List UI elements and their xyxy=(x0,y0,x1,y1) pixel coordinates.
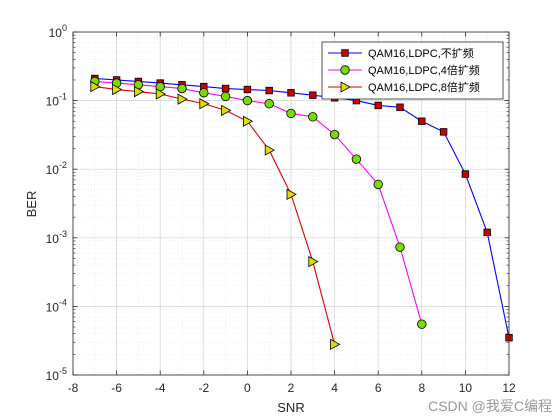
x-tick-label: -2 xyxy=(198,381,209,395)
series-2-point xyxy=(417,319,427,329)
legend-label: QAM16,LDPC,8倍扩频 xyxy=(368,80,480,94)
series-1-point xyxy=(483,228,491,237)
x-tick-label: 4 xyxy=(331,381,338,395)
series-3-point xyxy=(155,88,167,100)
series-layer xyxy=(90,74,513,351)
ticks xyxy=(72,31,510,376)
x-tick-labels: -8 -6 -4 -2 0 2 4 6 8 10 12 xyxy=(68,381,516,395)
y-tick-label: 10-5 xyxy=(46,366,67,383)
series-2-point xyxy=(308,112,318,122)
series-1-point xyxy=(374,101,382,110)
legend-item: QAM16,LDPC,4倍扩频 xyxy=(328,63,480,77)
x-tick-label: -6 xyxy=(111,381,122,395)
series-2-point xyxy=(177,83,187,94)
y-tick-labels: 10-5 10-4 10-3 10-2 10-1 100 xyxy=(46,23,67,383)
y-tick-label: 10-1 xyxy=(46,92,67,109)
series-2-point xyxy=(329,129,340,140)
legend: QAM16,LDPC,不扩频 QAM16,LDPC,4倍扩频 QAM16,LDPC,… xyxy=(321,41,504,100)
y-tick-label: 10-2 xyxy=(46,160,67,177)
series-2-point xyxy=(286,108,296,119)
x-tick-label: 8 xyxy=(418,381,425,395)
watermark: CSDN @我爱C编程 xyxy=(428,398,552,414)
series-2-point xyxy=(351,154,362,164)
y-axis-label: BER xyxy=(24,191,39,218)
series-2-line xyxy=(94,80,423,325)
series-1-point xyxy=(461,170,470,178)
x-tick-label: -4 xyxy=(155,381,166,395)
series-3 xyxy=(90,80,341,351)
x-tick-label: 10 xyxy=(459,381,473,395)
legend-swatch-marker xyxy=(341,49,349,57)
series-3-point xyxy=(90,80,101,93)
series-2 xyxy=(90,76,427,329)
series-3-point xyxy=(221,104,232,117)
series-1-point xyxy=(439,128,448,136)
series-2-point xyxy=(395,242,405,252)
x-tick-label: 6 xyxy=(375,381,382,395)
x-tick-label: 12 xyxy=(502,381,516,395)
legend-label: QAM16,LDPC,不扩频 xyxy=(368,46,474,60)
legend-item: QAM16,LDPC,不扩频 xyxy=(328,46,474,60)
series-2-point xyxy=(242,95,253,106)
series-3-point xyxy=(286,188,297,201)
series-3-point xyxy=(242,115,254,127)
series-1-point xyxy=(221,84,230,93)
x-tick-label: 2 xyxy=(288,381,295,395)
legend-label: QAM16,LDPC,4倍扩频 xyxy=(368,63,480,77)
series-1-point xyxy=(418,117,426,125)
series-1-point xyxy=(309,91,317,99)
series-2-point xyxy=(220,91,231,102)
x-axis-label: SNR xyxy=(277,400,304,415)
series-3-point xyxy=(199,98,210,110)
series-2-point xyxy=(264,99,274,109)
series-1-point xyxy=(243,85,252,94)
series-3-point xyxy=(308,255,319,268)
series-2-point xyxy=(373,179,383,190)
y-tick-label: 10-4 xyxy=(46,297,67,314)
series-3-point xyxy=(112,83,123,96)
series-3-point xyxy=(133,85,145,98)
x-tick-label: 0 xyxy=(244,381,251,395)
legend-swatch-marker xyxy=(340,81,351,93)
x-tick-label: -8 xyxy=(68,381,79,395)
series-1-point xyxy=(265,86,273,95)
series-3-point xyxy=(330,338,341,351)
series-3-point xyxy=(264,144,276,156)
legend-item: QAM16,LDPC,8倍扩频 xyxy=(328,80,480,94)
y-tick-label: 100 xyxy=(49,23,67,40)
legend-swatch-marker xyxy=(340,65,350,75)
series-1-point xyxy=(396,103,404,111)
series-3-point xyxy=(177,93,188,105)
series-2-point xyxy=(199,88,209,98)
series-1-point xyxy=(287,89,295,97)
y-tick-label: 10-3 xyxy=(46,229,67,246)
